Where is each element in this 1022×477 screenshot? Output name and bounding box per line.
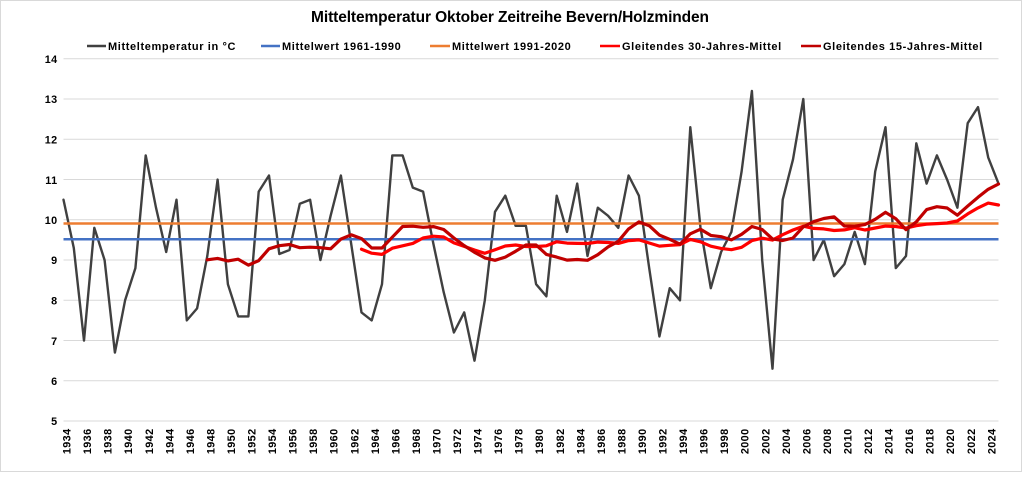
svg-text:2018: 2018 [925, 429, 937, 455]
svg-text:1988: 1988 [616, 429, 628, 455]
svg-text:2012: 2012 [863, 429, 875, 455]
svg-text:1960: 1960 [329, 429, 341, 455]
svg-text:1934: 1934 [62, 429, 74, 455]
svg-text:12: 12 [45, 135, 58, 147]
svg-text:Mittelwert 1961-1990: Mittelwert 1961-1990 [282, 41, 401, 53]
svg-text:1986: 1986 [596, 429, 608, 455]
svg-text:1990: 1990 [637, 429, 649, 455]
svg-text:2010: 2010 [843, 429, 855, 455]
svg-text:7: 7 [51, 336, 57, 348]
svg-text:1936: 1936 [82, 429, 94, 455]
svg-text:1946: 1946 [185, 429, 197, 455]
svg-text:1944: 1944 [164, 429, 176, 455]
svg-text:2000: 2000 [740, 429, 752, 455]
svg-text:10: 10 [45, 215, 58, 227]
svg-text:2014: 2014 [884, 429, 896, 455]
svg-text:1982: 1982 [555, 429, 567, 455]
svg-text:1980: 1980 [534, 429, 546, 455]
svg-text:1958: 1958 [308, 429, 320, 455]
svg-text:Mitteltemperatur in °C: Mitteltemperatur in °C [108, 41, 236, 53]
svg-text:1956: 1956 [288, 429, 300, 455]
svg-text:2006: 2006 [801, 429, 813, 455]
svg-text:1954: 1954 [267, 429, 279, 455]
svg-text:1994: 1994 [678, 429, 690, 455]
svg-text:1968: 1968 [411, 429, 423, 455]
svg-text:1952: 1952 [247, 429, 259, 455]
svg-text:1972: 1972 [452, 429, 464, 455]
svg-text:2024: 2024 [986, 429, 998, 455]
svg-text:1974: 1974 [473, 429, 485, 455]
svg-text:2008: 2008 [822, 429, 834, 455]
svg-text:Mittelwert 1991-2020: Mittelwert 1991-2020 [452, 41, 571, 53]
svg-text:1964: 1964 [370, 429, 382, 455]
svg-text:1948: 1948 [205, 429, 217, 455]
svg-text:8: 8 [51, 296, 57, 308]
svg-text:14: 14 [45, 54, 58, 66]
svg-text:2016: 2016 [904, 429, 916, 455]
svg-text:2022: 2022 [966, 429, 978, 455]
svg-text:1996: 1996 [699, 429, 711, 455]
svg-text:1998: 1998 [719, 429, 731, 455]
svg-text:11: 11 [45, 175, 57, 187]
svg-text:1938: 1938 [103, 429, 115, 455]
svg-text:Gleitendes 30-Jahres-Mittel: Gleitendes 30-Jahres-Mittel [622, 41, 782, 53]
svg-text:9: 9 [51, 255, 57, 267]
svg-text:1950: 1950 [226, 429, 238, 455]
svg-text:Gleitendes 15-Jahres-Mittel: Gleitendes 15-Jahres-Mittel [823, 41, 983, 53]
svg-text:13: 13 [45, 94, 58, 106]
svg-text:6: 6 [51, 376, 57, 388]
svg-text:1970: 1970 [432, 429, 444, 455]
svg-text:Mitteltemperatur Oktober Zeitr: Mitteltemperatur Oktober Zeitreihe Bever… [311, 9, 709, 26]
svg-text:1942: 1942 [144, 429, 156, 455]
svg-text:1992: 1992 [658, 429, 670, 455]
svg-text:1976: 1976 [493, 429, 505, 455]
svg-text:2002: 2002 [760, 429, 772, 455]
svg-text:1962: 1962 [349, 429, 361, 455]
svg-text:5: 5 [51, 416, 57, 428]
svg-text:2020: 2020 [945, 429, 957, 455]
svg-text:1978: 1978 [514, 429, 526, 455]
svg-text:2004: 2004 [781, 429, 793, 455]
svg-text:1984: 1984 [575, 429, 587, 455]
svg-text:1940: 1940 [123, 429, 135, 455]
svg-text:1966: 1966 [390, 429, 402, 455]
